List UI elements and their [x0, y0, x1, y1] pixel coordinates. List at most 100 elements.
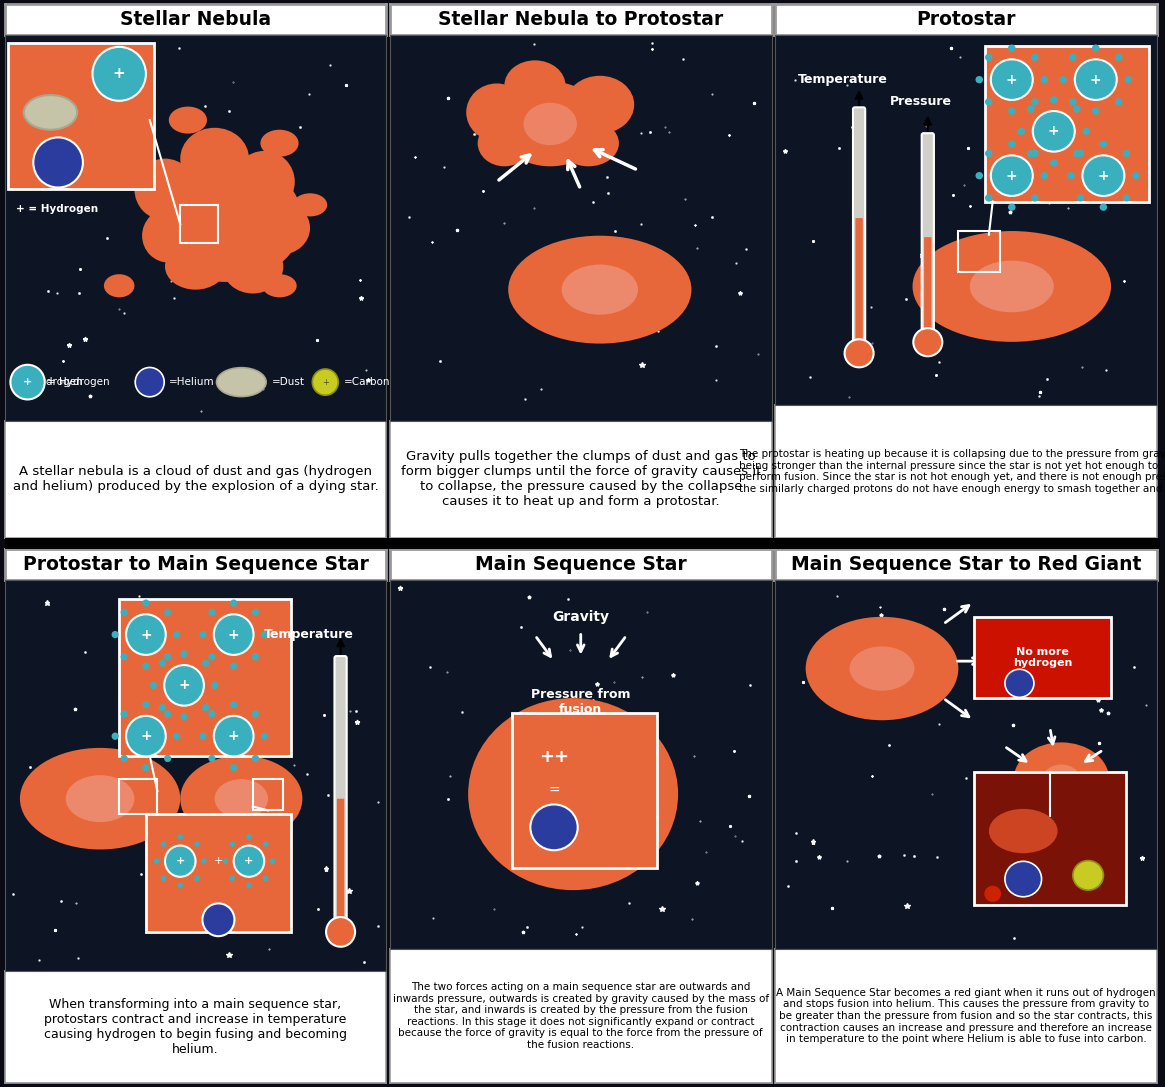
- Text: =Helium: =Helium: [169, 377, 214, 387]
- Circle shape: [1028, 150, 1035, 158]
- Circle shape: [195, 841, 199, 847]
- FancyBboxPatch shape: [924, 237, 932, 337]
- Circle shape: [1100, 140, 1107, 148]
- Circle shape: [1082, 127, 1090, 135]
- Text: A stellar nebula is a cloud of dust and gas (hydrogen
and helium) produced by th: A stellar nebula is a cloud of dust and …: [13, 465, 379, 493]
- Ellipse shape: [508, 236, 692, 343]
- Text: + = Hydrogen: + = Hydrogen: [16, 203, 98, 214]
- Ellipse shape: [20, 748, 181, 849]
- Circle shape: [1092, 45, 1100, 52]
- Circle shape: [1124, 76, 1132, 84]
- Circle shape: [1008, 108, 1016, 115]
- Text: +: +: [245, 857, 254, 866]
- Ellipse shape: [504, 61, 565, 111]
- Circle shape: [1008, 45, 1016, 52]
- Circle shape: [1073, 105, 1081, 113]
- Circle shape: [1050, 96, 1058, 103]
- Circle shape: [223, 859, 228, 864]
- Text: +: +: [228, 729, 240, 744]
- Circle shape: [177, 883, 183, 888]
- Ellipse shape: [217, 367, 266, 397]
- Circle shape: [214, 716, 254, 757]
- Circle shape: [1033, 111, 1075, 152]
- Circle shape: [1031, 150, 1038, 157]
- Circle shape: [203, 903, 234, 936]
- Text: =Carbon: =Carbon: [345, 377, 391, 387]
- Circle shape: [975, 172, 983, 179]
- Circle shape: [1123, 150, 1130, 157]
- Circle shape: [112, 630, 119, 638]
- Circle shape: [1031, 195, 1038, 201]
- Text: +: +: [113, 66, 126, 82]
- Circle shape: [984, 150, 993, 157]
- Ellipse shape: [1014, 742, 1109, 816]
- Circle shape: [231, 599, 238, 607]
- Circle shape: [975, 76, 983, 84]
- Circle shape: [161, 841, 167, 847]
- Circle shape: [199, 733, 206, 740]
- Circle shape: [214, 614, 254, 654]
- Circle shape: [984, 53, 993, 61]
- Circle shape: [1008, 203, 1016, 211]
- Circle shape: [1005, 861, 1042, 897]
- FancyBboxPatch shape: [334, 657, 347, 929]
- Circle shape: [246, 883, 252, 888]
- Text: +: +: [1090, 73, 1102, 87]
- Circle shape: [142, 701, 149, 709]
- Text: Stellar Nebula: Stellar Nebula: [120, 10, 271, 29]
- Circle shape: [164, 710, 171, 717]
- Circle shape: [135, 367, 164, 397]
- Circle shape: [174, 630, 181, 638]
- Text: No more
hydrogen: No more hydrogen: [1012, 647, 1072, 669]
- Circle shape: [1031, 98, 1038, 105]
- Circle shape: [195, 875, 199, 882]
- Circle shape: [263, 875, 268, 882]
- Circle shape: [230, 841, 235, 847]
- Text: +: +: [178, 678, 190, 692]
- Text: +: +: [322, 377, 329, 387]
- Text: = Hydrogen: = Hydrogen: [47, 377, 110, 387]
- Ellipse shape: [181, 755, 303, 841]
- Text: Gravity: Gravity: [552, 610, 609, 624]
- Circle shape: [211, 682, 218, 689]
- FancyBboxPatch shape: [986, 47, 1149, 201]
- FancyBboxPatch shape: [146, 814, 291, 932]
- Circle shape: [1005, 670, 1033, 698]
- Circle shape: [252, 609, 259, 616]
- Circle shape: [120, 609, 128, 616]
- Circle shape: [261, 630, 268, 638]
- Circle shape: [154, 859, 160, 864]
- Circle shape: [1075, 60, 1117, 100]
- Circle shape: [1028, 105, 1035, 113]
- Circle shape: [1076, 150, 1085, 157]
- Circle shape: [209, 653, 216, 661]
- Ellipse shape: [565, 76, 634, 134]
- Circle shape: [1050, 159, 1058, 166]
- Circle shape: [1073, 861, 1103, 890]
- Text: +: +: [23, 377, 33, 387]
- Circle shape: [165, 846, 196, 877]
- FancyBboxPatch shape: [513, 713, 657, 869]
- Text: The protostar is heating up because it is collapsing due to the pressure from gr: The protostar is heating up because it i…: [739, 449, 1165, 493]
- Circle shape: [164, 665, 204, 705]
- Ellipse shape: [150, 159, 303, 282]
- Circle shape: [530, 804, 578, 850]
- FancyBboxPatch shape: [8, 43, 154, 189]
- Circle shape: [112, 733, 119, 740]
- FancyBboxPatch shape: [974, 772, 1127, 904]
- FancyBboxPatch shape: [119, 599, 291, 755]
- Ellipse shape: [262, 274, 297, 298]
- Text: +: +: [140, 729, 151, 744]
- Text: Pressure from
fusion: Pressure from fusion: [531, 688, 630, 715]
- Circle shape: [181, 713, 188, 721]
- Ellipse shape: [912, 232, 1111, 341]
- Circle shape: [913, 328, 942, 357]
- Circle shape: [1123, 195, 1130, 201]
- Text: =Dust: =Dust: [271, 377, 305, 387]
- Ellipse shape: [261, 129, 298, 157]
- Circle shape: [120, 710, 128, 717]
- Ellipse shape: [223, 239, 283, 293]
- Ellipse shape: [234, 151, 295, 213]
- Circle shape: [1017, 127, 1025, 135]
- Circle shape: [203, 704, 210, 711]
